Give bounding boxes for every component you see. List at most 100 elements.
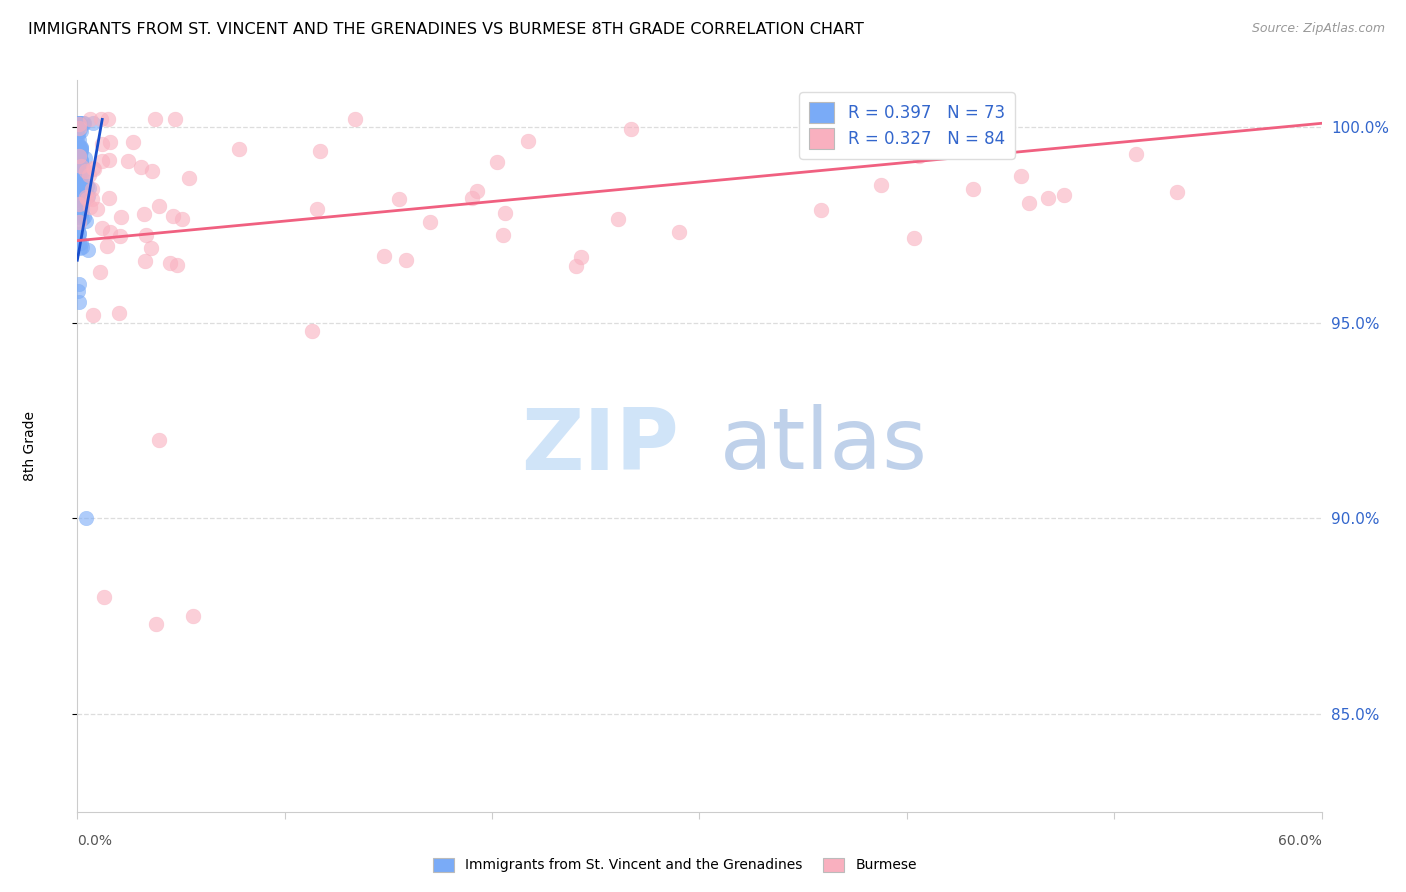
Point — [66, 179, 89, 194]
Point — [67, 189, 90, 203]
Point — [72, 116, 94, 130]
Point — [162, 209, 184, 223]
Legend: R = 0.397   N = 73, R = 0.327   N = 84: R = 0.397 N = 73, R = 0.327 N = 84 — [799, 92, 1015, 159]
Point — [76, 189, 98, 203]
Point — [72, 184, 94, 198]
Point — [307, 202, 329, 216]
Point — [82, 192, 104, 206]
Point — [166, 258, 188, 272]
Point — [66, 128, 89, 142]
Point — [163, 112, 186, 127]
Point — [69, 121, 91, 136]
Point — [70, 160, 93, 174]
Point — [67, 196, 90, 211]
Point — [70, 211, 93, 226]
Point — [67, 295, 90, 310]
Point — [620, 122, 643, 136]
Point — [77, 181, 100, 195]
Point — [309, 144, 332, 158]
Point — [66, 127, 89, 141]
Point — [89, 265, 111, 279]
Point — [73, 174, 96, 188]
Point — [962, 182, 984, 196]
Point — [72, 159, 94, 173]
Point — [91, 153, 114, 168]
Point — [73, 116, 96, 130]
Point — [82, 182, 104, 196]
Point — [1053, 188, 1076, 202]
Point — [606, 211, 628, 226]
Point — [66, 194, 89, 208]
Point — [911, 142, 934, 156]
Point — [69, 116, 91, 130]
Point — [77, 168, 100, 182]
Point — [67, 210, 90, 224]
Point — [67, 192, 90, 206]
Point — [98, 225, 121, 239]
Point — [66, 285, 89, 299]
Point — [76, 179, 98, 194]
Point — [148, 199, 170, 213]
Point — [90, 112, 112, 127]
Point — [108, 306, 131, 320]
Point — [172, 212, 194, 227]
Point — [117, 154, 139, 169]
Point — [69, 235, 91, 250]
Point — [79, 112, 101, 127]
Point — [228, 142, 250, 156]
Text: atlas: atlas — [720, 404, 928, 488]
Point — [1010, 169, 1032, 184]
Point — [67, 142, 90, 156]
Point — [70, 153, 93, 168]
Point — [96, 238, 118, 252]
Point — [69, 153, 91, 168]
Point — [98, 135, 121, 149]
Point — [67, 116, 90, 130]
Text: ZIP: ZIP — [522, 404, 679, 488]
Point — [143, 112, 166, 127]
Point — [75, 164, 97, 178]
Point — [177, 170, 200, 185]
Point — [69, 186, 91, 201]
Point — [70, 140, 93, 154]
Point — [569, 250, 592, 264]
Point — [66, 229, 89, 244]
Point — [69, 170, 91, 185]
Point — [70, 235, 93, 250]
Point — [98, 191, 121, 205]
Point — [70, 178, 93, 192]
Point — [69, 133, 91, 147]
Point — [72, 180, 94, 194]
Point — [72, 204, 94, 219]
Point — [67, 227, 90, 241]
Point — [79, 200, 101, 214]
Point — [134, 206, 156, 220]
Point — [93, 590, 115, 604]
Point — [135, 228, 157, 243]
Point — [145, 617, 167, 632]
Point — [870, 178, 893, 193]
Point — [373, 249, 395, 263]
Point — [388, 192, 411, 206]
Point — [129, 160, 152, 174]
Point — [66, 187, 89, 202]
Point — [108, 229, 131, 244]
Point — [76, 244, 98, 258]
Point — [461, 191, 484, 205]
Point — [69, 241, 91, 255]
Point — [485, 155, 508, 169]
Point — [668, 225, 690, 239]
Point — [67, 120, 90, 135]
Point — [903, 231, 925, 245]
Text: IMMIGRANTS FROM ST. VINCENT AND THE GRENADINES VS BURMESE 8TH GRADE CORRELATION : IMMIGRANTS FROM ST. VINCENT AND THE GREN… — [28, 22, 865, 37]
Point — [97, 112, 120, 127]
Point — [67, 163, 90, 178]
Point — [98, 153, 121, 167]
Point — [82, 161, 104, 175]
Point — [148, 433, 170, 447]
Point — [141, 163, 163, 178]
Point — [66, 165, 89, 179]
Point — [395, 253, 418, 268]
Point — [66, 222, 89, 236]
Point — [70, 162, 93, 177]
